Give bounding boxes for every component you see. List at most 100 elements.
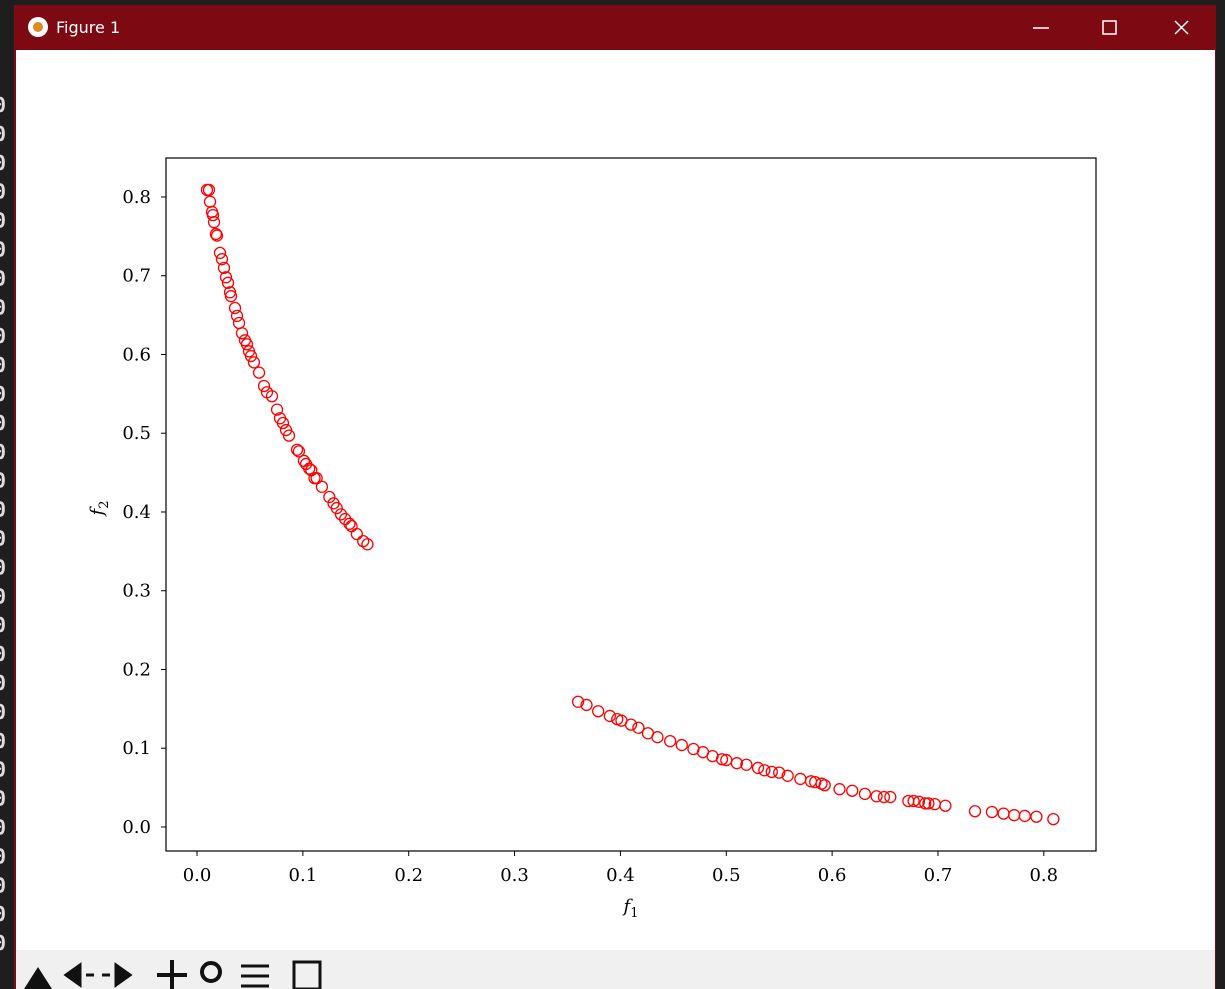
- x-tick-label: 0.0: [183, 865, 212, 886]
- point: [265, 390, 279, 403]
- point: [323, 490, 336, 504]
- point: [833, 783, 846, 796]
- point: [884, 790, 897, 804]
- terminal-char: 0: [0, 700, 6, 724]
- point: [202, 183, 216, 197]
- point: [244, 349, 258, 363]
- point: [310, 471, 323, 485]
- figure-canvas: [16, 50, 1215, 950]
- terminal-char: 0: [0, 816, 6, 840]
- point: [252, 366, 266, 379]
- y-tick-label: 0.8: [122, 187, 151, 208]
- y-tick-label: 0.4: [122, 502, 151, 523]
- point: [922, 797, 935, 810]
- terminal-char: 0: [0, 151, 6, 175]
- x-tick-label: 0.5: [712, 865, 741, 886]
- point: [912, 795, 926, 808]
- point: [758, 764, 771, 777]
- point: [292, 445, 306, 458]
- configure-button[interactable]: [241, 964, 269, 988]
- home-button[interactable]: [24, 967, 52, 989]
- y-tick-label: 0.6: [122, 344, 151, 365]
- point: [715, 753, 729, 766]
- y-tick-label: 0.7: [122, 266, 151, 287]
- terminal-char: 0: [0, 902, 6, 926]
- point: [968, 805, 982, 818]
- point: [870, 790, 883, 803]
- x-label-sub: 1: [630, 906, 638, 921]
- point: [282, 429, 296, 442]
- point: [357, 534, 370, 548]
- point: [350, 527, 363, 541]
- point: [303, 462, 316, 475]
- terminal-char: 0: [0, 209, 6, 233]
- zoom-button[interactable]: [200, 961, 222, 983]
- point: [270, 403, 284, 416]
- point: [221, 276, 235, 289]
- point: [224, 290, 238, 303]
- point: [939, 799, 952, 812]
- point: [592, 705, 605, 718]
- terminal-char: 0: [0, 295, 6, 319]
- point: [1018, 809, 1031, 823]
- terminal-char: 0: [0, 555, 6, 579]
- point: [781, 769, 794, 782]
- terminal-char: 0: [0, 469, 6, 493]
- terminal-char: 0: [0, 758, 6, 782]
- x-tick-label: 0.8: [1029, 865, 1058, 886]
- terminal-char: 0: [0, 122, 6, 146]
- terminal-char: 0: [0, 787, 6, 811]
- point: [361, 538, 374, 551]
- pan-button[interactable]: [157, 960, 187, 989]
- terminal-char: 0: [0, 324, 6, 348]
- x-tick-label: 0.4: [606, 865, 635, 886]
- point: [257, 379, 271, 393]
- point: [213, 246, 227, 260]
- y-tick-label: 0.0: [122, 817, 151, 838]
- terminal-char: 0: [0, 931, 6, 955]
- terminal-char: 0: [0, 440, 6, 464]
- point: [664, 734, 677, 748]
- point: [343, 517, 356, 530]
- back-button[interactable]: [63, 962, 94, 988]
- point: [846, 784, 859, 797]
- point: [877, 790, 891, 804]
- point: [740, 758, 753, 771]
- terminal-char: 0: [0, 498, 6, 522]
- y-tick-label: 0.5: [122, 423, 151, 444]
- x-tick-label: 0.7: [924, 865, 953, 886]
- point: [580, 698, 593, 712]
- point: [632, 721, 645, 734]
- point: [818, 779, 831, 792]
- terminal-char: 0: [0, 266, 6, 290]
- terminal-char: 0: [0, 238, 6, 262]
- point: [907, 794, 920, 808]
- terminal-char: 0: [0, 642, 6, 666]
- maximize-button[interactable]: [1102, 20, 1117, 35]
- point: [207, 216, 221, 229]
- point: [1047, 812, 1060, 826]
- window-title: Figure 1: [56, 18, 120, 37]
- y-tick-label: 0.1: [122, 738, 151, 759]
- point: [290, 443, 304, 456]
- point: [624, 718, 638, 731]
- point: [765, 765, 778, 779]
- terminal-char: 0: [0, 411, 6, 435]
- save-button[interactable]: [292, 960, 322, 989]
- terminal-char: 0: [0, 180, 6, 204]
- point: [206, 208, 220, 222]
- forward-button[interactable]: [102, 962, 133, 988]
- point: [247, 356, 261, 369]
- point: [773, 766, 786, 779]
- terminal-char: 0: [0, 584, 6, 608]
- point: [230, 309, 244, 323]
- toolbar: [16, 950, 1215, 989]
- point: [675, 738, 688, 752]
- point: [919, 797, 932, 810]
- app-icon-core: [33, 22, 43, 32]
- close-button[interactable]: [1174, 20, 1189, 35]
- terminal-char: 0: [0, 93, 6, 117]
- terminal-char: 0: [0, 527, 6, 551]
